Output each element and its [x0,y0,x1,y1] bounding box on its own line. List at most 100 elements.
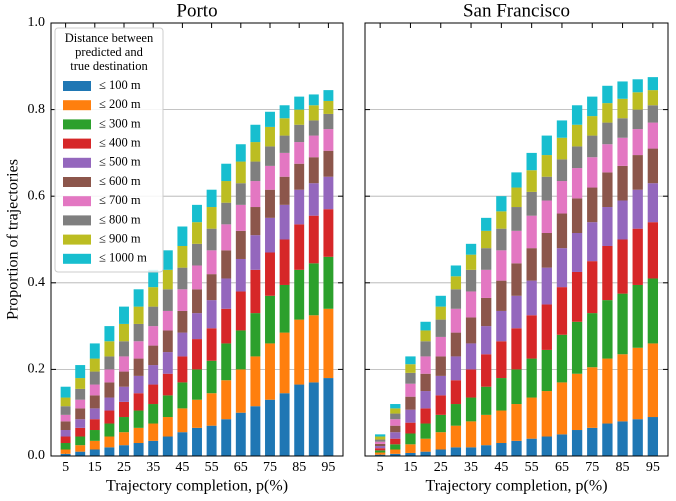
legend-swatch [63,119,91,130]
bar-segment [526,397,537,439]
legend-swatch [63,215,91,226]
bar-segment [617,354,628,422]
bar-segment [265,126,275,147]
x-tick-label: 25 [117,460,131,475]
bar-segment [104,382,115,398]
bar-segment [279,393,290,456]
bar-segment [119,371,129,387]
bar-segment [602,103,613,123]
legend-swatch [63,157,91,168]
bar-segment [104,326,115,342]
bar-segment [496,196,507,212]
bar-segment [148,345,159,366]
bar-segment [511,187,522,208]
bar-segment [465,317,477,344]
legend-label: ≤ 900 m [99,231,141,245]
bar-segment [571,124,583,147]
bar-segment [526,358,537,398]
bar-segment [162,330,173,353]
bar-segment [221,419,232,456]
bar-segment [481,297,492,327]
bar-segment [602,85,613,104]
bar-segment [60,430,71,437]
bar-segment [89,395,100,409]
bar-segment [221,278,232,309]
bar-segment [104,341,115,357]
bar-segment [420,391,431,409]
bar-segment [435,306,446,320]
bar-segment [587,116,598,136]
y-tick-label: 1.0 [28,15,46,30]
bar-segment [617,239,628,294]
bar-segment [235,291,246,331]
bar-segment [511,295,522,329]
bar-segment [541,200,552,234]
bar-segment [390,449,401,454]
bar-segment [481,230,492,249]
legend-swatch [63,196,91,207]
legend-label: ≤ 300 m [99,116,141,130]
bar-segment [420,438,431,452]
bar-segment [556,120,568,138]
bar-segment [104,397,115,411]
legend-label: ≤ 800 m [99,212,141,226]
bar-segment [465,243,477,255]
bar-segment [602,300,613,359]
bar-segment [75,408,86,420]
bar-segment [60,449,71,454]
bar-segment [556,334,568,383]
y-tick-label: 0.2 [28,362,46,377]
bar-segment [450,425,462,448]
bar-segment [374,446,386,449]
bar-segment [450,404,462,426]
bar-segment [323,209,334,257]
bar-segment [148,404,159,424]
bar-segment [250,181,261,208]
bar-segment [420,408,431,424]
bar-segment [192,313,202,340]
bar-segment [526,191,537,216]
bar-segment [119,341,129,357]
bar-segment [602,423,613,456]
bar-segment [450,447,462,456]
bar-segment [235,161,246,184]
bar-segment [435,356,446,376]
bar-segment [541,135,552,156]
bar-segment [496,310,507,342]
bar-segment [405,372,416,384]
bar-segment [279,204,290,240]
bar-segment [602,245,613,301]
bar-segment [374,441,386,444]
bar-segment [496,280,507,311]
bar-segment [496,211,507,229]
bar-segment [89,440,100,450]
bar-segment [632,189,643,229]
bar-segment [60,436,71,444]
bar-segment [250,124,261,143]
bar-segment [450,380,462,405]
bar-segment [119,386,129,402]
bar-segment [481,326,492,355]
bar-segment [465,291,477,318]
bar-segment [192,339,202,370]
legend-swatch [63,253,91,264]
bar-segment [374,436,386,440]
bar-segment [541,349,552,392]
bar-segment [390,438,401,445]
x-tick-label: 35 [464,460,478,475]
bar-segment [323,100,334,114]
bar-segment [221,224,232,251]
bar-segment [323,378,334,456]
bar-segment [632,92,643,110]
bar-segment [556,213,568,249]
x-tick-label: 55 [205,460,219,475]
bar-segment [294,124,305,143]
bar-segment [435,319,446,337]
bar-segment [556,248,568,288]
bar-segment [294,163,305,190]
legend-label: ≤ 700 m [99,193,141,207]
bar-segment [587,157,598,188]
bar-segment [221,343,232,381]
bar-segment [511,328,522,370]
bar-segment [177,432,188,456]
